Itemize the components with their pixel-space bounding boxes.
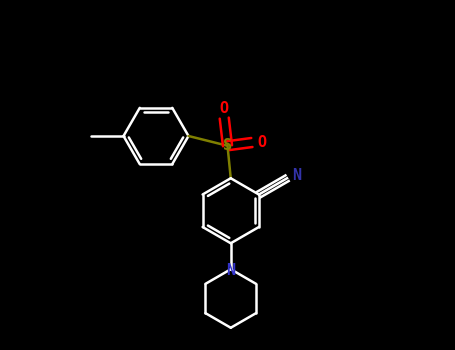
Text: O: O [257,135,266,150]
Text: N: N [292,168,301,182]
Text: S: S [223,138,232,153]
Text: N: N [226,263,235,278]
Text: O: O [220,101,229,116]
